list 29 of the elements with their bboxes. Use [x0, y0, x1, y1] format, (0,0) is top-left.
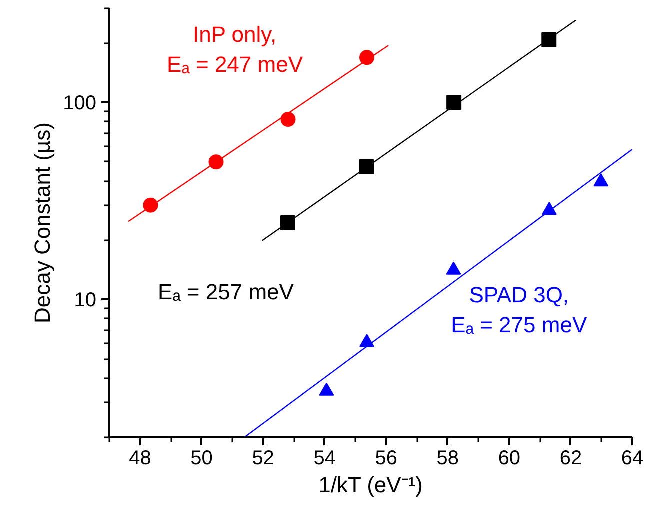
x-tick-label: 58 [436, 448, 460, 470]
y-tick-label: 100 [63, 92, 97, 115]
point [542, 32, 557, 48]
series-label: InP only, Eₐ = 247 meV [167, 22, 304, 78]
point [319, 382, 334, 396]
x-tick-label: 50 [190, 448, 213, 470]
point [594, 174, 609, 187]
x-axis-title: 1/kT (eV⁻¹) [318, 472, 423, 498]
x-tick-label: 54 [314, 448, 336, 470]
x-tick-label: 56 [375, 448, 398, 470]
point [280, 112, 296, 128]
point [143, 198, 158, 213]
point [280, 215, 296, 230]
x-tick-label: 62 [560, 448, 582, 470]
text: Eₐ = 257 meV [158, 279, 294, 304]
point [359, 160, 374, 175]
point [542, 202, 557, 216]
point [446, 95, 462, 110]
x-tick-label: 60 [498, 448, 521, 470]
point [446, 262, 462, 275]
point [360, 50, 374, 66]
x-tick-label: 64 [621, 448, 644, 470]
y-axis-title: Decay Constant (µs) [30, 122, 56, 324]
series-label: SPAD 3Q, Eₐ = 275 meV [451, 282, 588, 338]
point [360, 334, 374, 348]
y-tick-label: 10 [74, 290, 97, 312]
x-tick-label: 52 [252, 448, 274, 470]
x-tick-label: 48 [129, 448, 152, 470]
point [208, 154, 224, 170]
